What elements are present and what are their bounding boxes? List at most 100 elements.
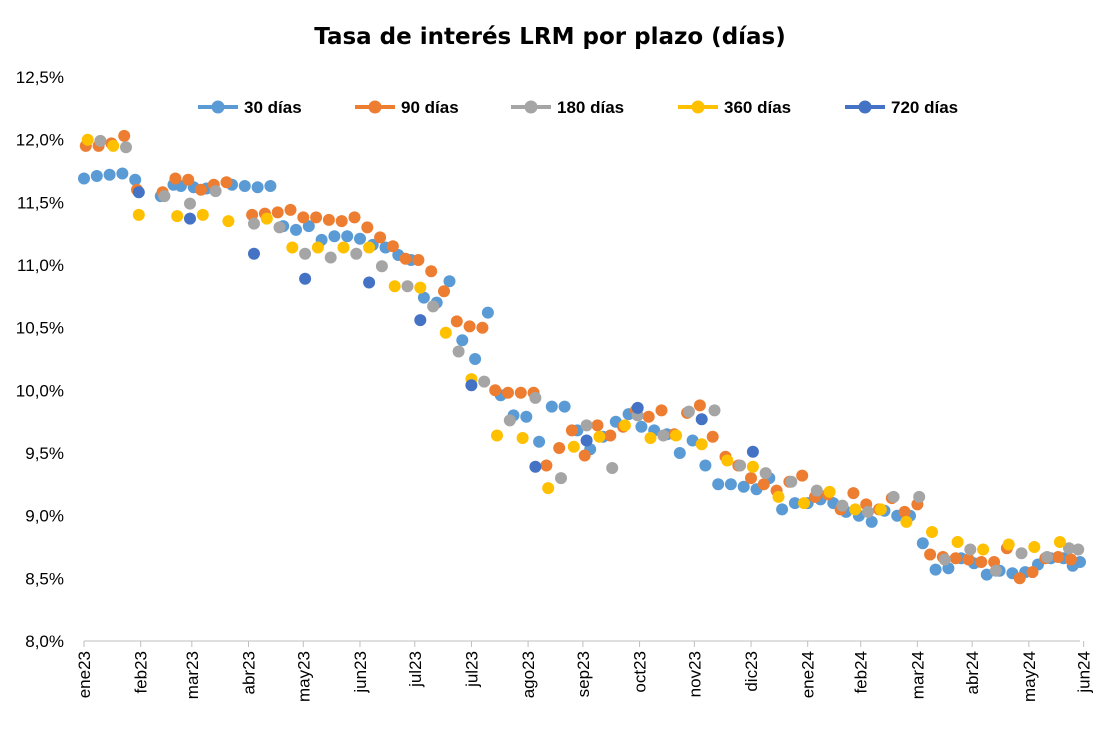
data-point [555, 472, 567, 485]
x-tick-label: ene23 [75, 651, 94, 698]
data-point [580, 419, 593, 432]
legend-label: 720 días [891, 98, 958, 117]
data-point [810, 484, 823, 497]
data-point [94, 134, 107, 147]
data-point [593, 430, 606, 443]
data-point [129, 173, 142, 186]
data-point [1074, 556, 1086, 568]
data-point [341, 230, 354, 243]
y-tick-label: 8,5% [25, 569, 64, 588]
series-360-días [81, 133, 1066, 556]
data-point [363, 241, 376, 254]
x-tick-label: nov23 [685, 651, 704, 697]
data-point [502, 386, 514, 399]
data-point [271, 206, 284, 219]
x-tick-label: sep23 [574, 651, 593, 697]
legend-swatch-marker [858, 100, 872, 114]
data-point [310, 211, 323, 224]
data-point [363, 276, 376, 289]
data-point [299, 247, 312, 260]
data-point [81, 133, 94, 146]
data-point [348, 211, 361, 224]
x-tick-label: oct23 [631, 651, 650, 693]
data-point [184, 197, 196, 210]
data-point [520, 410, 533, 423]
data-point [337, 241, 350, 254]
data-point [682, 405, 695, 418]
data-point [401, 280, 414, 293]
data-point [503, 414, 516, 427]
data-point [171, 210, 184, 223]
data-point [772, 490, 785, 503]
data-point [195, 183, 207, 196]
data-point [900, 515, 913, 528]
data-point [399, 252, 412, 265]
series-720-días [132, 186, 759, 473]
data-point [591, 419, 604, 432]
y-tick-label: 9,0% [25, 507, 64, 526]
data-point [670, 429, 683, 442]
data-point [1064, 553, 1077, 566]
data-point [924, 548, 937, 561]
data-point [443, 275, 456, 288]
data-point [938, 553, 951, 566]
legend-swatch-marker [368, 100, 382, 114]
data-point [414, 314, 427, 327]
data-point [290, 223, 302, 236]
data-point [417, 291, 430, 304]
data-point [847, 487, 860, 500]
data-point [427, 300, 440, 313]
data-point [657, 429, 670, 442]
data-point [578, 449, 591, 462]
x-tick-label: jul23 [462, 651, 481, 688]
data-point [514, 386, 527, 399]
legend-label: 180 días [557, 98, 624, 117]
x-tick-label: mar23 [183, 651, 202, 699]
data-point [248, 247, 260, 260]
data-point [1041, 551, 1054, 563]
legend-item: 90 días [355, 98, 459, 117]
data-point [695, 438, 708, 451]
legend-label: 30 días [244, 98, 302, 117]
data-point [465, 379, 478, 392]
legend-swatch-marker [211, 100, 225, 114]
data-point [708, 404, 721, 417]
data-point [463, 320, 476, 333]
data-point [196, 208, 209, 221]
data-point [862, 505, 874, 518]
data-point [220, 176, 233, 189]
data-point [737, 480, 750, 493]
data-point [388, 280, 401, 293]
data-point [796, 469, 809, 482]
legend-item: 720 días [845, 98, 958, 117]
data-point [1053, 536, 1066, 548]
x-tick-label: jul23 [406, 651, 425, 688]
data-point [989, 564, 1002, 577]
data-point [374, 231, 387, 244]
data-point [721, 454, 734, 467]
data-point [635, 420, 648, 433]
legend-item: 360 días [678, 98, 791, 117]
data-point [565, 424, 578, 437]
data-point [414, 281, 427, 294]
data-point [724, 478, 737, 491]
x-tick-label: ago23 [519, 651, 538, 698]
data-point [361, 221, 374, 234]
data-point [757, 478, 770, 491]
data-point [706, 430, 719, 443]
legend-label: 90 días [401, 98, 459, 117]
data-point [158, 190, 171, 203]
data-point [209, 185, 222, 198]
y-tick-label: 11,0% [17, 256, 64, 275]
data-point [1026, 566, 1039, 579]
x-tick-label: may23 [294, 651, 313, 702]
data-point [553, 442, 566, 454]
x-tick-label: jun23 [351, 651, 370, 694]
data-point [284, 203, 297, 216]
data-point [540, 459, 553, 472]
data-point [631, 401, 644, 414]
x-tick-label: mar24 [908, 651, 927, 699]
series-180-días [94, 134, 1085, 577]
data-point [693, 399, 706, 412]
